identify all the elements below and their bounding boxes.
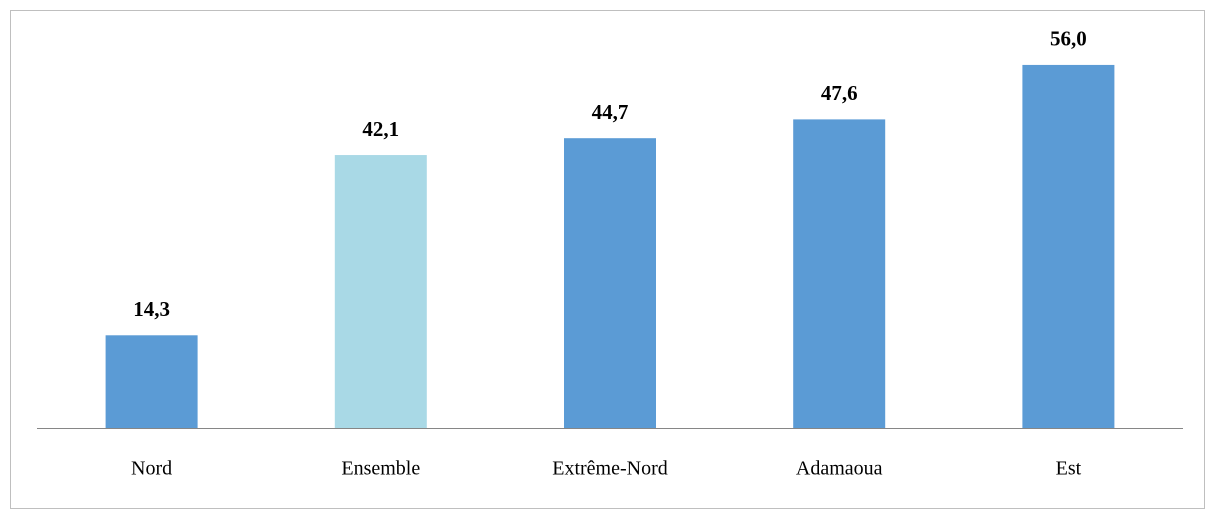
value-label: 44,7 bbox=[592, 100, 629, 124]
bar bbox=[334, 155, 427, 428]
x-tick-label: Ensemble bbox=[341, 458, 420, 480]
bar bbox=[793, 119, 886, 428]
bar bbox=[564, 138, 656, 428]
x-tick-label: Extrême-Nord bbox=[552, 458, 668, 480]
value-label: 47,6 bbox=[821, 81, 858, 105]
x-tick-label: Nord bbox=[131, 458, 172, 480]
bar bbox=[1022, 64, 1115, 428]
bar bbox=[105, 335, 198, 428]
value-label: 56,0 bbox=[1050, 27, 1087, 51]
value-label: 14,3 bbox=[133, 297, 170, 321]
x-tick-label: Est bbox=[1056, 458, 1082, 480]
x-tick-label: Adamaoua bbox=[796, 458, 883, 480]
value-label: 42,1 bbox=[362, 117, 399, 141]
